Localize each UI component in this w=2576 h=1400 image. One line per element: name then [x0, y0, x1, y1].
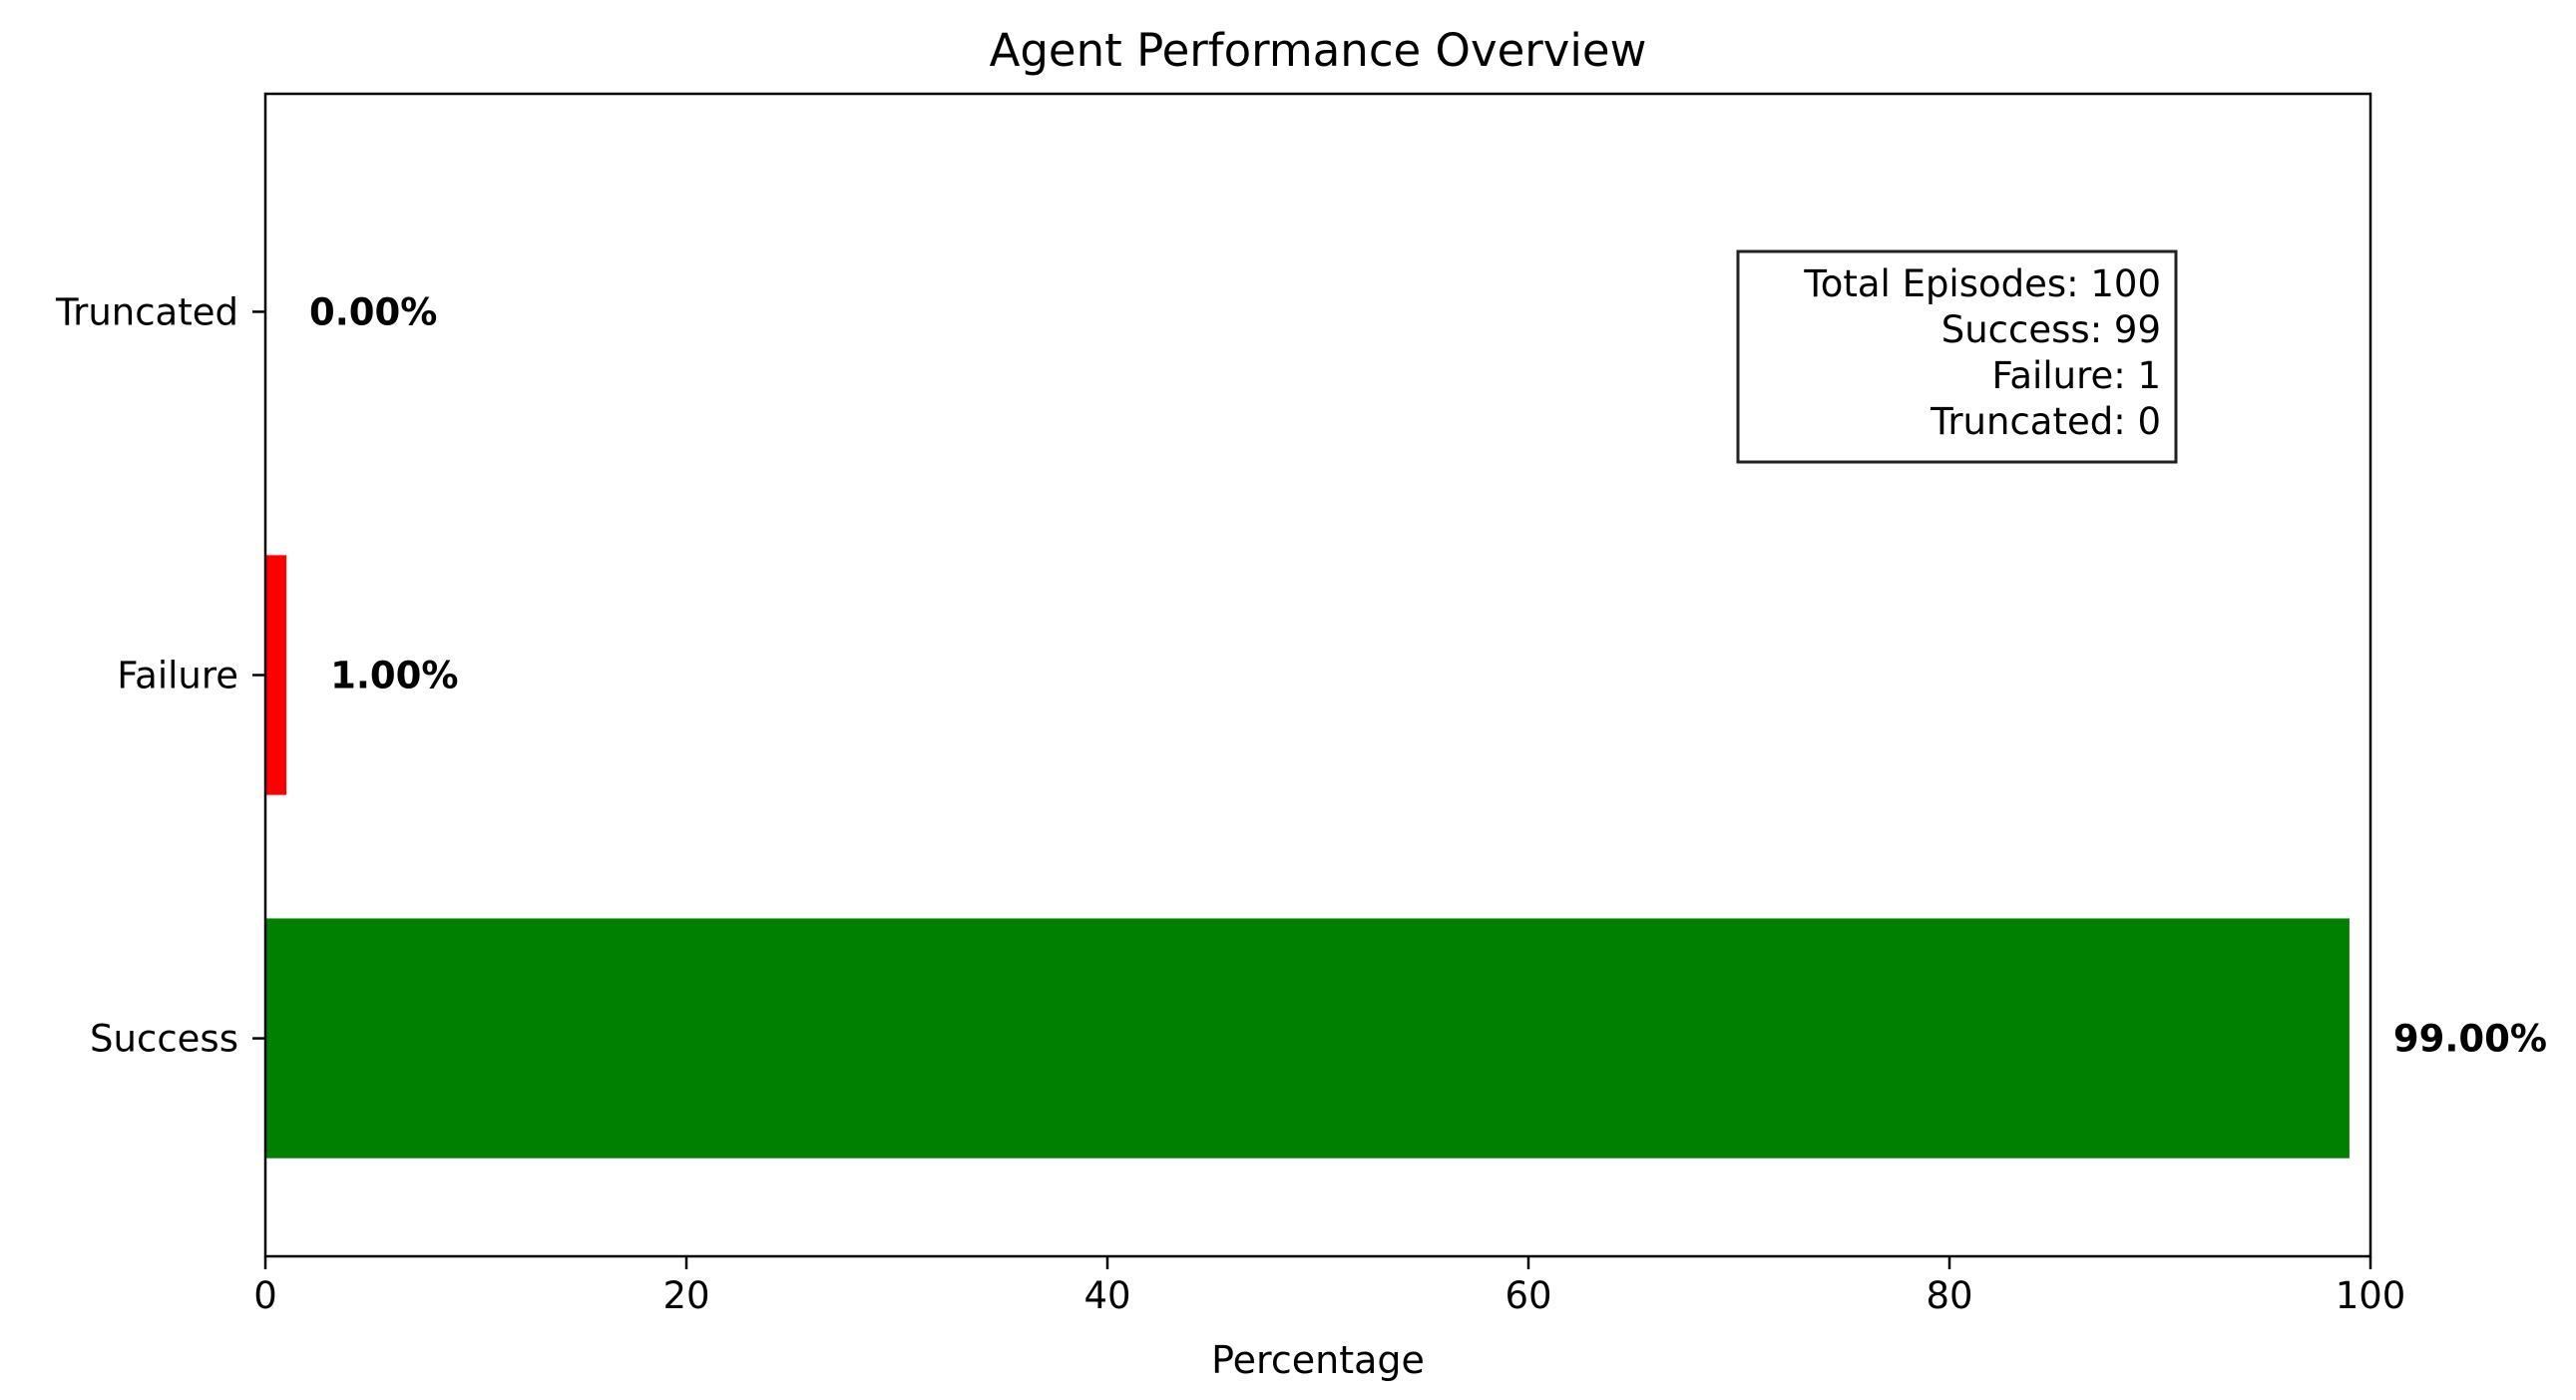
data-label-success: 99.00%: [2393, 1018, 2547, 1061]
stats-line: Failure: 1: [1992, 354, 2162, 397]
stats-box: Total Episodes: 100 Success: 99 Failure:…: [1736, 249, 2178, 464]
x-tick-label: 20: [662, 1274, 709, 1317]
x-tick-label: 60: [1504, 1274, 1551, 1317]
stats-line: Success: 99: [1941, 308, 2161, 351]
bars-group: [265, 555, 2350, 1159]
bar-failure: [265, 555, 287, 795]
stats-box-frame: [1736, 249, 2178, 464]
x-axis-ticks: 0 20 40 60 80 100: [253, 1256, 2405, 1317]
y-tick-label-failure: Failure: [117, 655, 238, 698]
x-tick-label: 80: [1926, 1274, 1972, 1317]
chart-title: Agent Performance Overview: [990, 24, 1647, 77]
x-tick-label: 0: [253, 1274, 277, 1317]
data-labels-group: 99.00% 1.00% 0.00%: [309, 290, 2547, 1060]
x-axis-label: Percentage: [1211, 1338, 1425, 1382]
data-label-truncated: 0.00%: [309, 290, 437, 333]
plot-frame: [263, 92, 2372, 1258]
x-tick-label: 100: [2336, 1274, 2406, 1317]
x-tick-label: 40: [1083, 1274, 1130, 1317]
stats-line: Truncated: 0: [1930, 400, 2161, 443]
data-label-failure: 1.00%: [330, 655, 458, 698]
y-tick-label-truncated: Truncated: [55, 290, 238, 333]
y-axis-ticks: Success Failure Truncated: [55, 290, 265, 1061]
y-tick-label-success: Success: [90, 1018, 238, 1061]
bar-success: [265, 918, 2350, 1159]
stats-line: Total Episodes: 100: [1803, 262, 2161, 305]
